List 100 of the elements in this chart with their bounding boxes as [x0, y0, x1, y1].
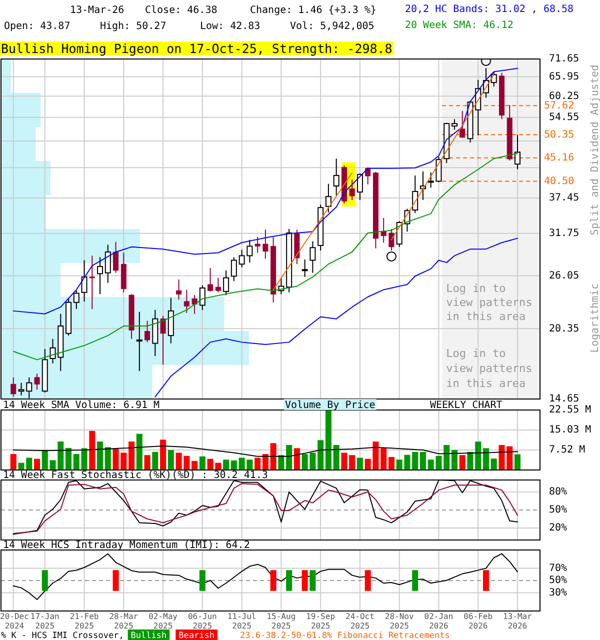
- bar: [168, 450, 174, 470]
- bar: [97, 442, 104, 470]
- bar: [459, 455, 466, 470]
- bar: [451, 450, 458, 470]
- bar: [475, 442, 482, 470]
- bar: [42, 450, 48, 470]
- y-tick-label: 71.65: [549, 54, 580, 65]
- bar: [318, 440, 324, 470]
- bar: [223, 460, 230, 470]
- band-label: Log in to view patterns in this area: [446, 282, 532, 323]
- annotation: Volume By Price: [285, 400, 376, 411]
- x-tick-label: 02-Jan 2026: [424, 612, 454, 630]
- candlestick: [81, 260, 88, 302]
- candlestick: [160, 315, 166, 366]
- bar: [498, 444, 505, 470]
- line-series: [12, 446, 518, 457]
- text: 20,2 HC Bands: 31.02 , 68.58: [405, 4, 574, 15]
- y-tick-label: 26.05: [549, 270, 580, 282]
- bar: [482, 448, 489, 470]
- bar: [420, 452, 426, 470]
- chart-title: 14 Week SMA Volume: 6.91 M: [3, 400, 160, 411]
- bar: [152, 452, 158, 470]
- text: Low: 42.83: [200, 21, 260, 32]
- bar: [270, 443, 276, 470]
- ref-line-label: 50.35: [544, 129, 574, 140]
- bar: [341, 452, 348, 470]
- candlestick: [310, 240, 316, 274]
- candlestick: [34, 373, 40, 390]
- y-tick-label: 20%: [549, 522, 568, 534]
- y-tick-label: 70%: [549, 563, 568, 574]
- bar: [349, 455, 356, 470]
- chart-title: Bullish Homing Pigeon on 17-Oct-25, Strength: -298.8: [1, 41, 392, 56]
- line-series: [12, 553, 518, 600]
- bar: [136, 434, 142, 470]
- candlestick: [254, 236, 260, 254]
- bar: [356, 458, 363, 470]
- text: Bearish: [178, 631, 214, 640]
- candlestick: [325, 183, 332, 213]
- ref-line-label: 45.16: [544, 152, 574, 164]
- bar: [73, 454, 80, 470]
- x-tick-label: 19-Sep 2025: [306, 612, 336, 630]
- candlestick: [215, 277, 221, 293]
- candlestick: [365, 166, 371, 185]
- text: 23.6-38.2-50-61.8% Fibonacci Retracements: [240, 631, 450, 640]
- text: Close: 46.38: [145, 5, 218, 16]
- candlestick: [10, 376, 16, 398]
- candlestick: [262, 229, 268, 260]
- candlestick: [460, 110, 466, 138]
- bar: [333, 444, 340, 470]
- annotation: WEEKLY CHART: [430, 400, 502, 411]
- candlestick: [199, 284, 206, 310]
- bar: [81, 448, 88, 470]
- candlestick: [136, 311, 142, 372]
- x-tick-label: 28-Mar 2025: [109, 612, 138, 630]
- ref-line-label: 40.50: [544, 176, 574, 187]
- bar: [412, 452, 418, 470]
- candlestick: [104, 244, 111, 284]
- bar: [144, 455, 150, 470]
- y-tick-label: 50%: [549, 575, 568, 586]
- candlestick: [89, 255, 95, 310]
- candlestick: [176, 278, 182, 300]
- bar: [380, 448, 387, 470]
- y-tick-label: 80%: [549, 486, 568, 498]
- candlestick: [113, 241, 119, 274]
- candlestick: [412, 174, 418, 214]
- x-tick-label: 06-Jun 2025: [188, 612, 218, 630]
- x-tick-label: 02-May 2025: [148, 612, 178, 630]
- y-tick-label: 37.45: [549, 192, 580, 204]
- bar: [286, 444, 292, 470]
- text: Bullish: [130, 631, 167, 640]
- bar: [34, 458, 40, 470]
- bar: [66, 448, 72, 470]
- y-tick-label: 65.95: [549, 71, 580, 82]
- annotation: Log in to view patterns in this area: [446, 347, 532, 390]
- bar: [230, 460, 237, 470]
- bar: [388, 456, 394, 470]
- candlestick: [97, 256, 104, 295]
- x-tick-label: 15-Aug 2025: [266, 612, 296, 630]
- x-tick-label: 13-Mar 2026: [503, 612, 532, 630]
- candlestick: [490, 71, 497, 88]
- x-tick-label: 17-Jan 2025: [30, 612, 60, 630]
- x-tick-label: 06-Feb 2026: [464, 612, 493, 630]
- candlestick: [208, 268, 214, 292]
- candlestick: [73, 290, 80, 310]
- bar: [294, 448, 300, 470]
- x-tick-label: 28-Nov 2025: [384, 612, 414, 630]
- bar: [490, 458, 497, 470]
- y-tick-label: 14.65: [549, 394, 580, 405]
- bar: [506, 446, 513, 470]
- bar: [160, 440, 166, 470]
- x-tick-label: 24-Oct 2025: [346, 612, 375, 630]
- candlestick: [223, 270, 230, 296]
- bar: [514, 454, 520, 470]
- candlestick: [184, 289, 190, 314]
- candlestick: [333, 158, 340, 196]
- candlestick: [356, 172, 363, 200]
- y-tick-label: 22.55 M: [549, 404, 592, 416]
- y-tick-label: 31.75: [549, 228, 580, 240]
- y-tick-label: 60.25: [549, 90, 580, 102]
- text: Change: 1.46 {+3.3 %}: [250, 5, 376, 16]
